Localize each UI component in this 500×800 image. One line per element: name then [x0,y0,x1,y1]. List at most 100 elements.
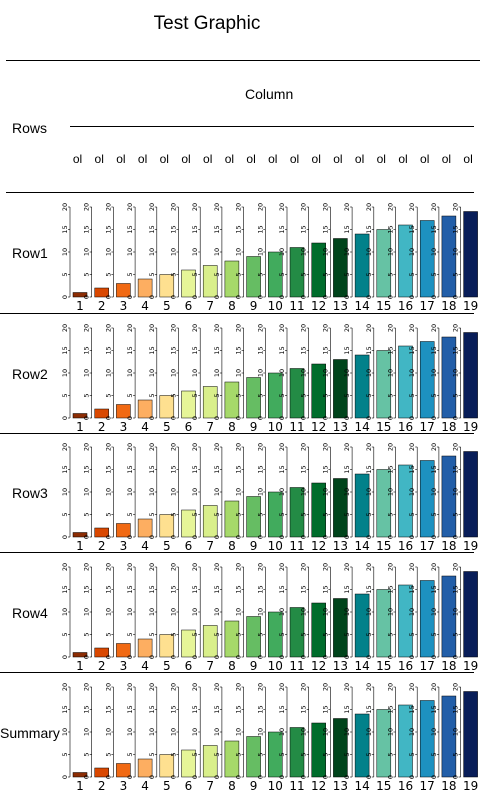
y-tick-label: 5 [61,272,69,276]
x-tick-label: 6 [185,420,193,434]
y-tick-label: 15 [61,465,69,473]
y-tick-label: 5 [387,393,395,397]
y-tick-label: 0 [321,775,329,779]
bar [72,652,88,658]
y-tick-label: 15 [408,225,416,233]
y-tick-label: 5 [126,752,134,756]
column-name: ol [203,152,213,166]
y-tick-label: 0 [61,295,69,299]
bar [137,638,153,658]
y-tick-label: 0 [256,775,264,779]
y-tick-label: 5 [408,512,416,516]
x-tick-label: 9 [250,779,258,793]
y-tick-label: 20 [365,563,373,571]
y-tick-label: 5 [300,752,308,756]
y-tick-label: 20 [191,563,199,571]
y-tick-label: 20 [278,563,286,571]
y-tick-label: 15 [452,585,460,593]
x-tick-label: 8 [228,659,236,673]
y-tick-label: 5 [321,512,329,516]
bar [202,625,218,658]
y-tick-label: 5 [343,752,351,756]
y-tick-label: 10 [191,369,199,377]
x-tick-label: 5 [163,420,171,434]
x-tick-label: 13 [333,299,348,313]
y-tick-label: 10 [343,369,351,377]
x-tick-label: 19 [463,659,478,673]
y-tick-label: 10 [83,608,91,616]
y-tick-label: 5 [365,393,373,397]
y-tick-label: 0 [387,655,395,659]
y-tick-label: 0 [83,775,91,779]
column-header-underline [70,126,474,127]
y-tick-label: 10 [104,248,112,256]
x-tick-label: 8 [228,539,236,553]
x-tick-label: 13 [333,659,348,673]
x-tick-label: 1 [76,779,84,793]
y-tick-label: 10 [83,248,91,256]
y-tick-label: 15 [452,465,460,473]
x-tick-label: 4 [141,659,149,673]
y-tick-label: 20 [170,683,178,691]
x-tick-label: 12 [311,539,326,553]
y-tick-label: 15 [321,705,329,713]
y-tick-label: 0 [213,535,221,539]
y-tick-label: 15 [300,346,308,354]
rows-header: Rows [12,120,48,136]
y-tick-label: 15 [170,346,178,354]
y-tick-label: 5 [256,272,264,276]
bar [137,518,153,538]
y-tick-label: 20 [191,443,199,451]
bar [419,220,435,298]
y-tick-label: 10 [408,728,416,736]
y-tick-label: 5 [278,632,286,636]
bar [268,611,283,658]
y-tick-label: 5 [278,272,286,276]
y-tick-label: 15 [365,465,373,473]
x-tick-label: 14 [354,299,369,313]
y-tick-label: 20 [408,324,416,332]
x-tick-label: 6 [185,659,193,673]
row-label: Row2 [12,366,48,382]
y-tick-label: 20 [408,203,416,211]
x-tick-label: 3 [120,420,128,434]
y-tick-label: 10 [126,488,134,496]
x-tick-label: 8 [228,299,236,313]
column-name: ol [333,152,343,166]
bar [94,287,109,298]
y-tick-label: 15 [191,705,199,713]
bar [354,233,370,298]
y-tick-label: 10 [170,488,178,496]
y-tick-label: 0 [170,775,178,779]
x-tick-label: 17 [420,779,435,793]
y-tick-label: 0 [83,535,91,539]
y-tick-label: 10 [430,248,438,256]
y-tick-label: 15 [408,585,416,593]
y-tick-label: 10 [408,488,416,496]
bar [419,700,435,778]
x-tick-label: 6 [185,299,193,313]
y-tick-label: 0 [256,655,264,659]
x-tick-label: 2 [98,779,106,793]
y-tick-label: 20 [191,324,199,332]
y-tick-label: 5 [343,632,351,636]
y-tick-label: 5 [191,632,199,636]
y-tick-label: 5 [430,393,438,397]
y-tick-label: 5 [83,752,91,756]
y-tick-label: 20 [148,324,156,332]
x-tick-label: 3 [120,299,128,313]
y-tick-label: 20 [343,203,351,211]
y-tick-label: 10 [365,369,373,377]
bar [224,740,240,778]
bar [224,381,240,419]
y-tick-label: 0 [235,655,243,659]
y-tick-label: 5 [126,272,134,276]
bar [94,527,109,538]
y-tick-label: 0 [104,655,112,659]
bar [289,607,305,658]
y-tick-label: 20 [213,203,221,211]
bar [441,336,457,419]
y-tick-label: 15 [235,465,243,473]
y-tick-label: 15 [365,585,373,593]
y-tick-label: 15 [430,465,438,473]
